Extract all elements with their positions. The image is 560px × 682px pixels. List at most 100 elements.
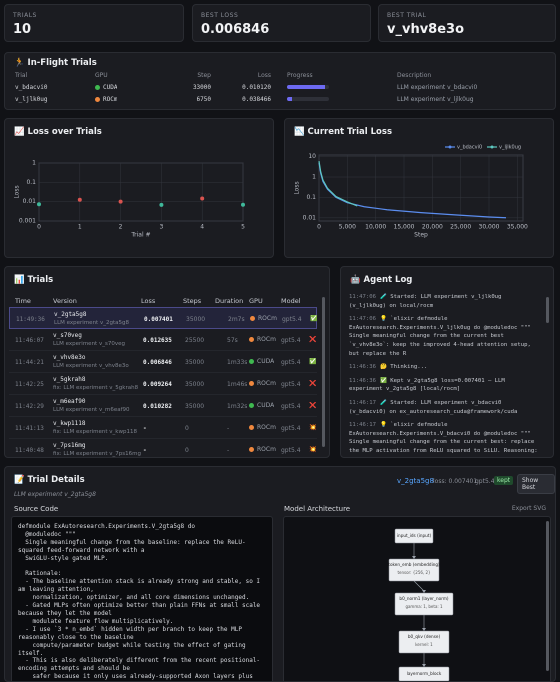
model: gpt5.4 — [281, 425, 301, 432]
column-header: Duration — [215, 297, 244, 305]
gpu: CUDA — [249, 402, 274, 409]
log-text: ✅ Kept v_2gta5g8 loss=0.007401 — LLM exp… — [349, 377, 505, 393]
architecture-box: input_ids (input) token_emb (embedding) te… — [283, 516, 551, 681]
column-header: Time — [15, 297, 31, 305]
version: v_kwp1118 — [53, 420, 86, 427]
steps: 35000 — [185, 403, 205, 410]
stat-value: 0.006846 — [201, 22, 270, 37]
gpu: ROCm — [250, 315, 277, 322]
x-tick-label: 5,000 — [339, 224, 356, 231]
trial-row[interactable]: 11:42:29 v_m6eaf90 LLM experiment v_m6eaf9… — [9, 395, 317, 417]
step: 6750 — [196, 95, 211, 103]
x-tick-label: 25,000 — [450, 224, 471, 231]
plot-area — [38, 162, 244, 222]
export-link[interactable]: Export SVG — [511, 505, 546, 512]
y-axis-label: Loss — [14, 185, 21, 198]
timestamp: 11:46:36 — [349, 377, 376, 384]
node-label: input_ids (input) — [397, 533, 432, 538]
plot-area — [318, 154, 524, 222]
details-subtitle: LLM experiment v_2gta5g8 — [14, 491, 96, 498]
log-text: 💡 `elixir defmodule ExAutoresearch.Exper… — [349, 422, 538, 453]
gpu: ROCm — [249, 380, 276, 387]
node-detail: tensor: {256, 2} — [397, 570, 431, 575]
steps: 35000 — [186, 316, 206, 323]
gpu-label: CUDA — [103, 83, 118, 91]
trial-row[interactable]: 11:44:21 v_vhv8e3o LLM experiment v_vhv8e3… — [9, 351, 317, 373]
description: LLM experiment v_m6eaf90 — [53, 407, 130, 413]
gpu: ROCm — [249, 336, 276, 343]
gpu-dot — [249, 359, 254, 364]
log-entry: 11:47:06 🧪 Started: LLM experiment v_ljlk… — [349, 293, 541, 310]
x-tick-label: 5 — [241, 224, 245, 231]
loss: 0.007401 — [144, 316, 173, 323]
panel-title: 📈 Loss over Trials — [14, 127, 102, 137]
column-header: Version — [53, 297, 77, 305]
y-tick-label: 0.001 — [19, 218, 36, 225]
duration: 2m7s — [228, 316, 245, 323]
gpu-dot — [249, 425, 254, 430]
loss: 0.006846 — [143, 359, 172, 366]
time: 11:40:48 — [15, 447, 44, 454]
column-header: GPU — [95, 71, 108, 79]
column-header: GPU — [249, 297, 263, 305]
time: 11:44:21 — [15, 359, 44, 366]
inflight-row: v_ljlk0ug ROCm 6750 0.038466 LLM experiment … — [5, 93, 555, 105]
gpu: CUDA — [249, 358, 274, 365]
point — [159, 202, 164, 207]
steps: 25500 — [185, 337, 205, 344]
trial-row[interactable]: 11:49:36 v_2gta5g8 LLM experiment v_2gta5g… — [9, 307, 317, 329]
trial-row[interactable]: 11:41:13 v_kwp1118 fix: LLM experiment v_k… — [9, 417, 317, 439]
trial-row[interactable]: 11:42:25 v_5gkrah8 fix: LLM experiment v_5… — [9, 373, 317, 395]
time: 11:42:29 — [15, 403, 44, 410]
point — [118, 199, 123, 204]
panel-title: 📊 Trials — [14, 275, 54, 285]
y-tick-label: 1 — [32, 160, 36, 167]
status: ❌ — [309, 380, 317, 387]
arrowhead — [412, 556, 416, 559]
column-header: Progress — [287, 71, 313, 79]
trial-row[interactable]: 11:40:48 v_7ps16mg fix: LLM experiment v_7… — [9, 439, 317, 457]
column-header: Loss — [257, 71, 271, 79]
loss: 0.038466 — [242, 95, 271, 103]
y-tick-label: 0.01 — [303, 214, 317, 221]
loss-label: loss: 0.007401 — [433, 478, 478, 485]
x-tick-label: 3 — [159, 224, 163, 231]
scrollbar[interactable] — [322, 297, 325, 447]
timestamp: 11:46:36 — [349, 364, 376, 371]
gpu-dot — [249, 447, 254, 452]
timestamp: 11:47:06 — [349, 316, 376, 323]
point — [200, 196, 205, 201]
version: v_2gta5g8 — [397, 477, 434, 485]
node-label: layernorm_block — [407, 671, 442, 676]
version: v_s70veg — [53, 332, 82, 339]
y-tick-label: 0.01 — [23, 198, 37, 205]
description: LLM experiment v_s70veg — [53, 341, 125, 347]
gpu-dot — [250, 316, 255, 321]
point — [241, 202, 245, 207]
panel-title: 🤖 Agent Log — [350, 275, 413, 285]
show-best-button[interactable]: Show Best — [517, 474, 555, 494]
loss-line — [318, 162, 507, 219]
version: v_2gta5g8 — [54, 311, 87, 318]
time: 11:41:13 — [15, 425, 44, 432]
gpu-label: ROCm — [257, 424, 276, 431]
status: ❌ — [309, 402, 317, 409]
table-header: Time Version Loss Steps Duration GPU Model — [5, 295, 329, 307]
loss: 0.012635 — [143, 337, 172, 344]
inflight-panel: 🏃 In-Flight Trials Trial GPU Step Loss Progr… — [4, 52, 556, 110]
description: fix: LLM experiment v_7ps16mg — [53, 451, 141, 457]
log-entry: 11:46:36 ✅ Kept v_2gta5g8 loss=0.007401 —… — [349, 377, 541, 394]
log-entry: 11:46:36 🤔 Thinking... — [349, 363, 541, 372]
y-axis-label: Loss — [294, 181, 301, 194]
model: gpt5.4 — [281, 337, 301, 344]
scrollbar[interactable] — [546, 297, 549, 323]
version: v_m6eaf90 — [53, 398, 86, 405]
time: 11:49:36 — [16, 316, 45, 323]
description: fix: LLM experiment v_5gkrah8 — [53, 385, 139, 391]
chart-panel: 📉 Current Trial Loss 0.01 0.1 1 10 0 5,000 10,… — [284, 118, 554, 258]
gpu-label: CUDA — [257, 402, 275, 409]
node-detail: kernel: 1 — [415, 642, 433, 647]
trial-row[interactable]: 11:46:07 v_s70veg LLM experiment v_s70veg 0… — [9, 329, 317, 351]
status: ❌ — [309, 336, 317, 343]
